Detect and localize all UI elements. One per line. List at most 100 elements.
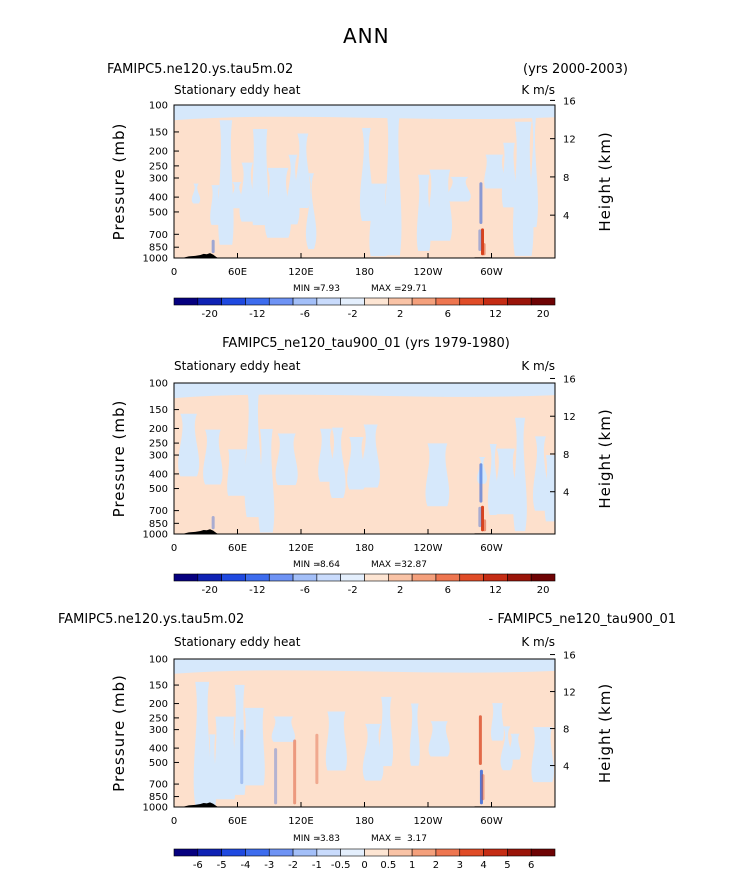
negative-region [174,659,555,674]
negative-region [500,726,513,771]
contour-field [174,659,555,807]
colorbar-swatch [245,573,270,582]
negative-region [484,154,505,189]
y-right-tick-label: 12 [563,688,576,699]
y-tick-label: 150 [149,127,168,138]
y-tick-label: 1000 [143,803,168,814]
colorbar-swatch [316,848,341,857]
y-tick-label: 200 [149,699,168,710]
colorbar-swatch [530,573,556,582]
y-tick-label: 400 [149,469,168,480]
x-tick-label: 0 [171,267,177,278]
y-right-tick-label: 8 [563,450,569,461]
negative-region [359,127,373,222]
panel-subtitle: Stationary eddy heat [174,635,301,649]
negative-region [362,723,384,781]
y-tick-label: 500 [149,207,168,218]
negative-region [233,684,246,795]
colorbar-swatch [221,297,246,306]
streak-pos [315,733,319,785]
colorbar-swatch [483,297,508,306]
negative-region [174,383,555,399]
x-tick-label: 60W [480,543,503,554]
max-label: MAX = [371,284,402,294]
topography-asia [182,253,219,258]
panel-3: FAMIPC5.ne120.ys.tau5m.02 - FAMIPC5_ne120… [58,612,676,871]
y-axis-label: Pressure (mb) [110,400,128,518]
y-right-tick-label: 4 [563,762,569,773]
colorbar-label: -6 [300,309,310,320]
y-tick-label: 250 [149,713,168,724]
x-tick-label: 60W [480,267,503,278]
x-tick-label: 120E [288,816,313,827]
y-right-tick-label: 8 [563,173,569,184]
colorbar-label: -3 [264,860,274,871]
colorbar-label: 20 [537,585,550,596]
colorbar-label: 1 [409,860,415,871]
y-tick-label: 100 [149,101,168,112]
colorbar-label: -2 [348,309,358,320]
y-tick-label: 100 [149,655,168,666]
colorbar-label: -20 [202,585,218,596]
max-label: MAX = [371,834,402,844]
colorbar-swatch [197,573,222,582]
negative-region [491,703,504,741]
panel-subtitle: Stationary eddy heat [174,359,301,373]
streak-neg [478,229,482,251]
colorbar-swatch [221,848,246,857]
colorbar-label: 6 [445,309,451,320]
y-tick-label: 200 [149,147,168,158]
colorbar-swatch [507,848,532,857]
y-tick-label: 100 [149,379,168,390]
y-right-tick-label: 8 [563,725,569,736]
x-tick-label: 180 [355,267,374,278]
panel-units: K m/s [521,635,555,649]
y-tick-label: 150 [149,405,168,416]
streak-neg [240,729,244,785]
x-tick-label: 60E [228,816,247,827]
y-tick-label: 400 [149,193,168,204]
colorbar-swatch [364,297,389,306]
panel-units: K m/s [521,83,555,97]
colorbar-swatch [435,573,461,582]
negative-region [447,176,471,202]
negative-region [425,443,450,507]
x-tick-label: 60E [228,267,247,278]
negative-region [244,385,263,518]
negative-region [329,427,346,499]
colorbar-label: 6 [528,860,534,871]
colorbar-label: -12 [249,309,265,320]
negative-region [513,417,527,532]
x-tick-label: 60E [228,543,247,554]
y-axis-label-right: Height (km) [596,131,614,231]
y-tick-label: 1000 [143,254,168,265]
negative-region [305,173,317,250]
negative-region [271,716,296,742]
max-value: 32.87 [401,560,427,570]
negative-region [318,428,334,482]
negative-region [227,449,248,496]
x-tick-label: 120E [288,543,313,554]
colorbar-swatch [340,297,365,306]
colorbar-swatch [292,297,318,306]
negative-region [385,111,402,256]
colorbar-swatch [435,848,461,857]
min-value: -8.64 [317,560,341,570]
panel-header-right: - FAMIPC5_ne120_tau900_01 [489,612,676,627]
colorbar-swatch [459,573,484,582]
colorbar-label: 12 [489,585,502,596]
contour-field [174,105,555,258]
colorbar-swatch [388,297,413,306]
negative-region [347,437,366,490]
x-tick-label: 60W [480,816,503,827]
y-right-tick-label: 16 [563,96,576,107]
negative-region [544,455,555,522]
colorbar-swatch [221,573,246,582]
colorbar-swatch [316,297,341,306]
negative-region [530,114,538,228]
negative-region [286,154,300,225]
y-tick-label: 700 [149,230,168,241]
colorbar-label: -12 [249,585,265,596]
panel-1: FAMIPC5.ne120.ys.tau5m.02 (yrs 2000-2003)… [107,62,628,320]
